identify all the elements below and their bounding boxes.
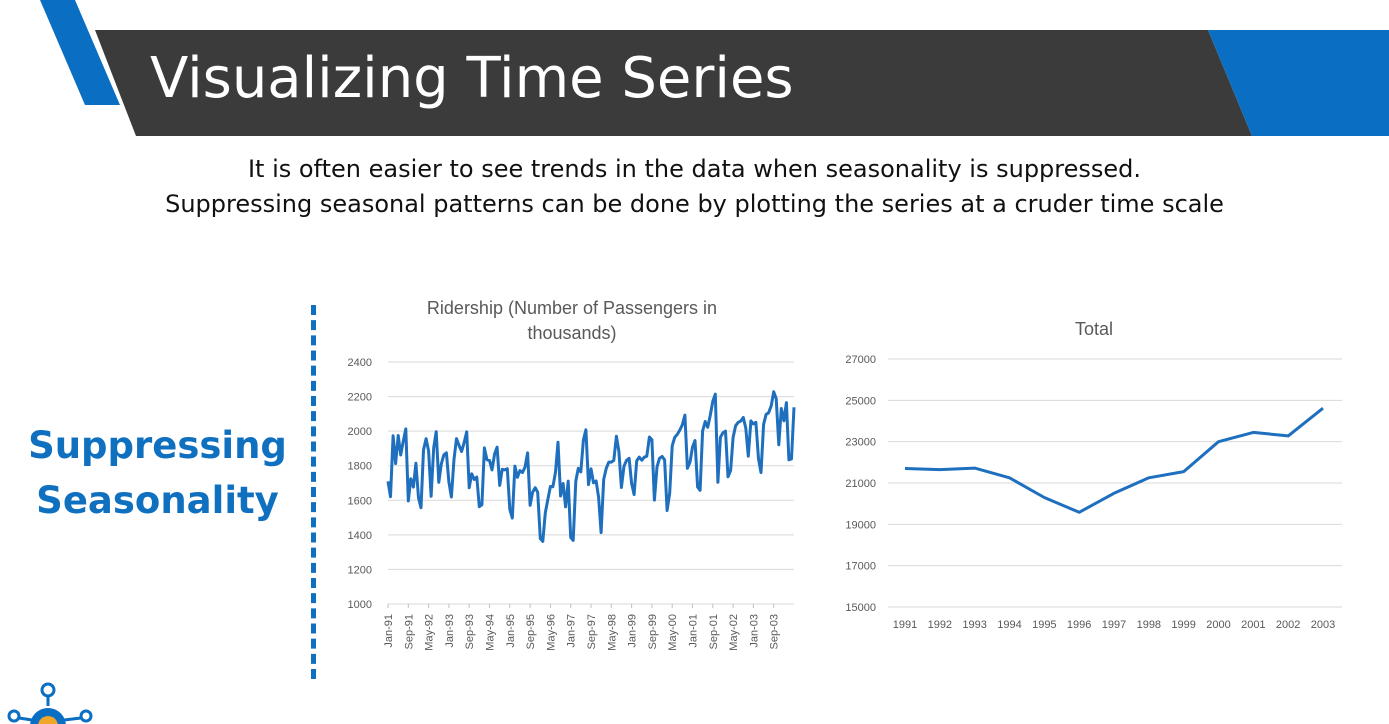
ridership-y-tick-label: 1800 [348,461,372,473]
ridership-y-tick-label: 2400 [348,357,372,369]
total-y-tick-label: 27000 [845,354,876,366]
ridership-x-tick-label: Sep-99 [647,614,659,649]
ridership-chart-title-line-1: Ridership (Number of Passengers in [427,298,717,318]
ridership-y-tick-label: 1000 [348,599,372,611]
logo-icon [7,682,93,724]
total-x-tick-label: 1993 [962,619,986,631]
ridership-x-tick-label: Jan-99 [627,614,639,648]
ridership-x-tick-label: Sep-95 [525,614,537,649]
total-y-tick-label: 21000 [845,478,876,490]
total-x-tick-label: 2001 [1241,619,1265,631]
ridership-x-tick-label: Sep-01 [708,614,720,649]
ridership-y-tick-label: 2200 [348,392,372,404]
ridership-x-tick-label: May-00 [667,614,679,651]
ridership-y-tick-label: 2000 [348,426,372,438]
ridership-x-tick-label: Sep-91 [403,614,415,649]
ridership-x-tick-label: Jan-03 [748,614,760,648]
ridership-x-tick-label: May-94 [485,614,497,651]
total-chart-svg: Total 15000 17000 19000 21000 23000 25000 2700… [845,319,1342,631]
header-accent-left [40,0,120,105]
ridership-series-line [386,390,796,543]
total-x-tick-label: 1994 [997,619,1021,631]
subtitle-line-1: It is often easier to see trends in the … [247,155,1142,183]
ridership-y-tick-label: 1600 [348,495,372,507]
ridership-chart-svg: Ridership (Number of Passengers in thous… [348,298,796,651]
subtitle-line-2: Suppressing seasonal patterns can be don… [165,190,1224,218]
total-y-tick-label: 25000 [845,395,876,407]
ridership-chart: Ridership (Number of Passengers in thous… [330,290,800,675]
total-y-tick-label: 19000 [845,519,876,531]
side-label-line-1: Suppressing [28,424,287,467]
ridership-x-tick-label: Jan-01 [688,614,700,648]
total-x-tick-label: 2002 [1276,619,1300,631]
header-dark-band [95,30,1252,136]
ridership-x-tick-label: Jan-93 [444,614,456,648]
ridership-x-tick-label: May-92 [424,614,436,651]
total-x-tick-label: 1998 [1137,619,1161,631]
ridership-x-tick-label: May-98 [606,614,618,651]
total-x-tick-label: 1992 [928,619,952,631]
ridership-x-tick-label: Jan-91 [383,614,395,648]
ridership-x-tick-label: Sep-93 [464,614,476,649]
total-x-tick-label: 1999 [1171,619,1195,631]
header-banner [40,0,1389,136]
slide-title: Visualizing Time Series [150,46,794,111]
dashed-divider [311,305,316,679]
total-x-tick-label: 1996 [1067,619,1091,631]
ridership-x-tick-label: Sep-97 [586,614,598,649]
ridership-x-tick-label: May-96 [545,614,557,651]
total-chart-title: Total [1075,319,1113,339]
ridership-chart-title-line-2: thousands) [527,323,616,343]
total-x-tick-label: 2000 [1206,619,1230,631]
total-x-tick-label: 2003 [1311,619,1335,631]
ridership-x-tick-label: Sep-03 [769,614,781,649]
ridership-x-tick-label: May-02 [728,614,740,651]
ridership-x-tick-label: Jan-97 [566,614,578,648]
total-chart: Total 15000 17000 19000 21000 23000 25000 2700… [830,310,1360,655]
total-series-line [904,407,1324,514]
total-y-tick-label: 23000 [845,437,876,449]
ridership-x-tick-label: Jan-95 [505,614,517,648]
total-y-tick-label: 17000 [845,561,876,573]
ridership-y-tick-label: 1200 [348,564,372,576]
total-y-tick-label: 15000 [845,602,876,614]
total-x-tick-label: 1991 [893,619,917,631]
total-x-tick-label: 1995 [1032,619,1056,631]
ridership-y-tick-label: 1400 [348,530,372,542]
total-x-tick-label: 1997 [1102,619,1126,631]
side-label-line-2: Seasonality [36,479,279,522]
header-accent-right [1208,30,1389,136]
